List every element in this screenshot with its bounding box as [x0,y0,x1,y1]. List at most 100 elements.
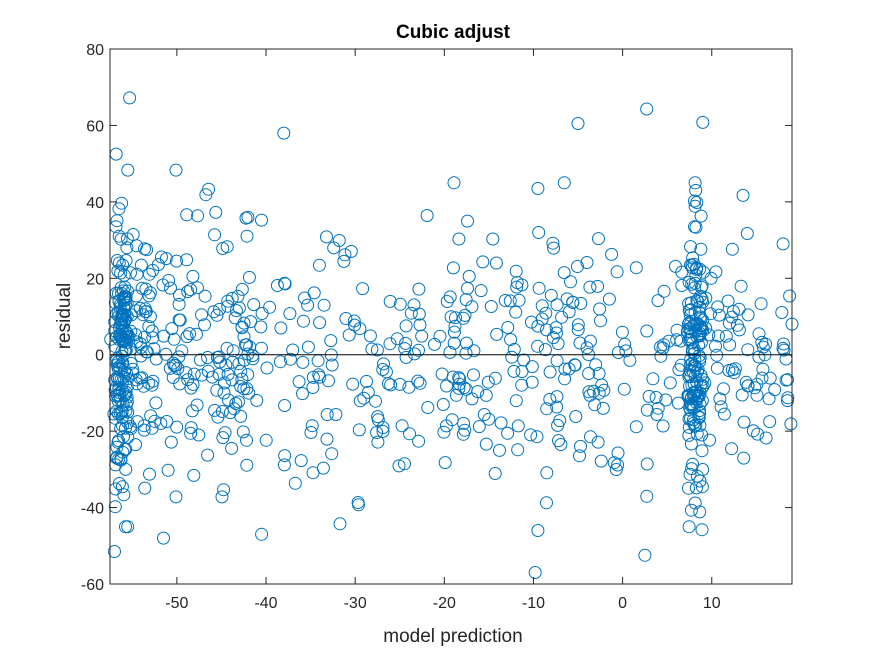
data-point [119,388,132,401]
data-point [696,372,710,386]
data-point [640,324,654,338]
data-point [646,372,660,386]
data-point [339,312,353,325]
data-point [235,372,249,386]
data-point [322,374,335,388]
data-point [739,375,753,389]
data-point [746,424,760,438]
x-tick-label: -20 [433,595,456,612]
data-point [173,313,187,327]
data-point [398,457,411,471]
data-point [333,517,347,531]
x-tick-label: 0 [618,595,627,612]
data-point [710,348,724,362]
data-point [550,326,563,340]
data-point [695,480,709,494]
data-point [546,236,560,250]
data-point [714,400,728,414]
data-point [254,341,268,355]
data-point [186,269,200,283]
data-point [682,316,696,330]
data-point [704,307,717,321]
data-point [231,289,245,303]
data-point [437,425,451,439]
data-point [540,496,553,510]
data-point [412,434,426,448]
data-point [377,357,390,371]
data-point [413,318,427,332]
data-point [689,324,703,338]
data-point [640,457,654,471]
data-point [775,306,789,319]
data-point [783,289,797,303]
data-point [207,305,221,319]
data-point [216,242,230,255]
data-point [501,321,515,334]
data-point [723,338,737,352]
data-point [532,281,546,295]
data-point [611,346,625,359]
data-point [383,294,397,308]
data-point [239,211,253,225]
data-point [215,490,229,504]
data-point [531,319,545,333]
data-point [503,294,517,308]
data-point [407,298,421,312]
data-point [202,182,216,196]
data-point [114,452,128,466]
data-point [690,261,704,275]
data-point [693,505,707,519]
data-point [180,253,194,267]
data-point [348,318,362,332]
data-point [210,308,224,322]
chart-title: Cubic adjust [396,22,511,43]
data-point [703,433,717,447]
data-point [688,369,702,383]
data-point [530,430,544,444]
data-point [687,346,701,360]
data-point [305,419,319,433]
data-point [119,254,133,267]
data-point [211,410,225,424]
data-point [448,319,462,333]
data-point [504,333,518,346]
data-point [325,358,339,372]
data-point [656,341,670,355]
data-point [510,280,524,294]
data-point [452,232,466,246]
data-point [240,458,254,472]
data-point [543,392,557,406]
data-point [452,371,466,385]
data-point [283,352,297,366]
data-point [605,247,619,261]
data-point [476,255,490,269]
data-point [702,328,716,342]
data-point [629,420,643,434]
data-point [457,416,471,430]
data-point [501,426,515,440]
data-point [721,294,735,308]
data-point [120,395,134,409]
data-point [356,282,370,296]
data-point [110,440,124,454]
data-point [675,279,689,292]
data-point [166,356,180,370]
data-point [438,456,452,470]
data-point [682,420,696,434]
data-point [564,275,577,289]
data-point [712,308,726,322]
data-point [129,304,143,318]
data-point [247,298,261,312]
data-point [688,496,702,510]
data-point [169,490,183,504]
data-point [108,500,122,514]
data-point [146,331,160,345]
data-point [217,386,231,400]
data-point [193,353,207,367]
data-point [117,389,131,403]
data-point [181,285,195,299]
data-point [777,337,791,351]
data-point [505,350,519,364]
data-point [216,431,230,445]
